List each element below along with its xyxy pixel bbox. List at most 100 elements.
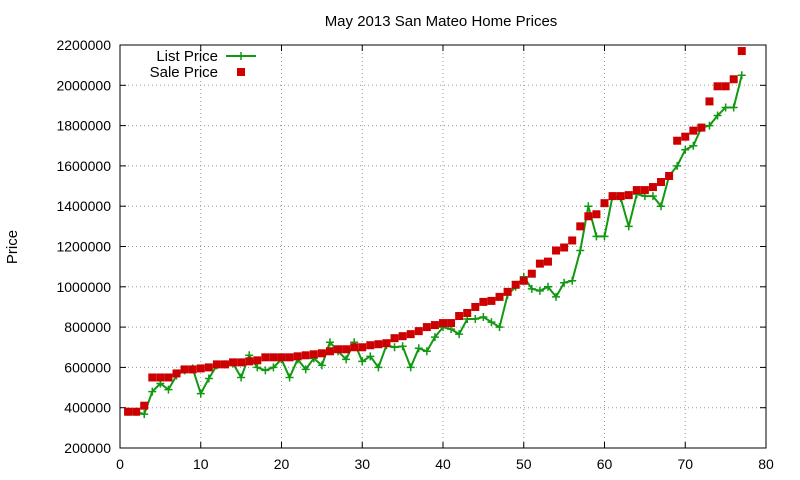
x-tick-label: 10 (193, 456, 209, 472)
sale-price-point (237, 358, 246, 367)
grid-layer (120, 45, 766, 448)
list-price-point (568, 276, 577, 285)
y-tick-label: 2000000 (56, 77, 111, 93)
list-price-point (164, 385, 173, 394)
sale-price-point (632, 186, 641, 195)
sale-price-point (398, 332, 407, 341)
list-price-point (552, 292, 561, 301)
sale-price-point (447, 319, 456, 328)
sale-price-point (657, 178, 666, 187)
sale-price-point (229, 358, 238, 367)
sale-price-point (212, 360, 221, 369)
list-price-point (325, 338, 334, 347)
sale-price-point (560, 243, 569, 252)
sale-price-point (673, 136, 682, 145)
list-price-point (422, 347, 431, 356)
sale-price-point (196, 364, 205, 373)
list-price-point (342, 355, 351, 364)
list-price-point (414, 344, 423, 353)
sale-price-point (519, 276, 528, 285)
list-price-point (576, 246, 585, 255)
sale-price-point (148, 373, 157, 382)
y-tick-label: 1800000 (56, 118, 111, 134)
x-tick-label: 60 (597, 456, 613, 472)
sale-price-point (527, 269, 536, 278)
sale-price-point (253, 356, 262, 365)
list-price-point (681, 145, 690, 154)
y-tick-label: 400000 (64, 400, 111, 416)
list-price-point (543, 282, 552, 291)
list-price-point (455, 330, 464, 339)
list-price-point (495, 323, 504, 332)
list-price-point (479, 313, 488, 322)
sale-price-point (301, 351, 310, 360)
list-price-point (705, 121, 714, 130)
sale-price-point (358, 343, 367, 352)
sale-price-point (204, 363, 213, 372)
sale-price-point (503, 287, 512, 296)
y-axis-label: Price (4, 230, 21, 264)
list-price-point (358, 357, 367, 366)
sale-price-point (140, 401, 149, 410)
sale-price-point (132, 407, 141, 416)
axes-layer: 0 10 20 30 40 50 60 70 80 200000 400000 600000 80000… (56, 37, 774, 472)
list-price-point (301, 365, 310, 374)
sale-price-point (455, 312, 464, 321)
sale-price-point (309, 350, 318, 359)
sale-price-point (293, 352, 302, 361)
sale-price-point (422, 323, 431, 332)
list-price-point (390, 343, 399, 352)
y-tick-label: 800000 (64, 319, 111, 335)
sale-price-point (220, 360, 229, 369)
sale-price-point (374, 340, 383, 349)
sale-price-point (277, 353, 286, 362)
list-price-point (584, 202, 593, 211)
legend-label: List Price (156, 48, 218, 65)
sale-price-point (624, 191, 633, 200)
sale-price-point (713, 82, 722, 91)
sale-price-point (737, 47, 746, 56)
list-price-point (657, 202, 666, 211)
sale-price-point (479, 297, 488, 306)
sale-price-point (439, 319, 447, 328)
sale-price-point (471, 302, 480, 311)
sale-price-point (648, 183, 657, 192)
sale-price-point (180, 365, 189, 374)
x-tick-label: 70 (677, 456, 693, 472)
list-price-point (366, 352, 375, 361)
list-price-point (527, 284, 536, 293)
y-tick-label: 1600000 (56, 158, 111, 174)
list-price-point (729, 103, 738, 112)
x-tick-label: 20 (274, 456, 290, 472)
x-tick-label: 50 (516, 456, 532, 472)
sale-price-point (681, 132, 690, 141)
chart-title: May 2013 San Mateo Home Prices (325, 13, 558, 30)
legend-square-marker (237, 68, 245, 76)
sale-price-point (317, 349, 326, 358)
sale-price-point (406, 330, 415, 339)
list-price-point (237, 373, 246, 382)
sale-price-point (382, 339, 391, 348)
list-price-point (261, 366, 270, 375)
list-price-point (673, 161, 682, 170)
list-price-point (648, 192, 657, 201)
list-price-point (285, 373, 294, 382)
sale-price-point (269, 353, 278, 362)
list-price-point (374, 363, 383, 372)
sale-price-point (616, 192, 625, 201)
legend-label: Sale Price (150, 64, 218, 81)
sale-price-point (705, 97, 714, 106)
sale-price-point (608, 192, 617, 201)
sale-price-point (366, 341, 375, 350)
sale-price-point (325, 347, 334, 356)
sale-price-point (697, 123, 706, 132)
list-price-point (430, 333, 439, 342)
y-tick-label: 1200000 (56, 239, 111, 255)
list-price-point (721, 103, 730, 112)
sale-price-point (164, 373, 173, 382)
list-price-point (317, 361, 326, 370)
list-price-point (196, 389, 205, 398)
sale-price-point (495, 292, 504, 301)
sale-price-point (350, 343, 359, 352)
